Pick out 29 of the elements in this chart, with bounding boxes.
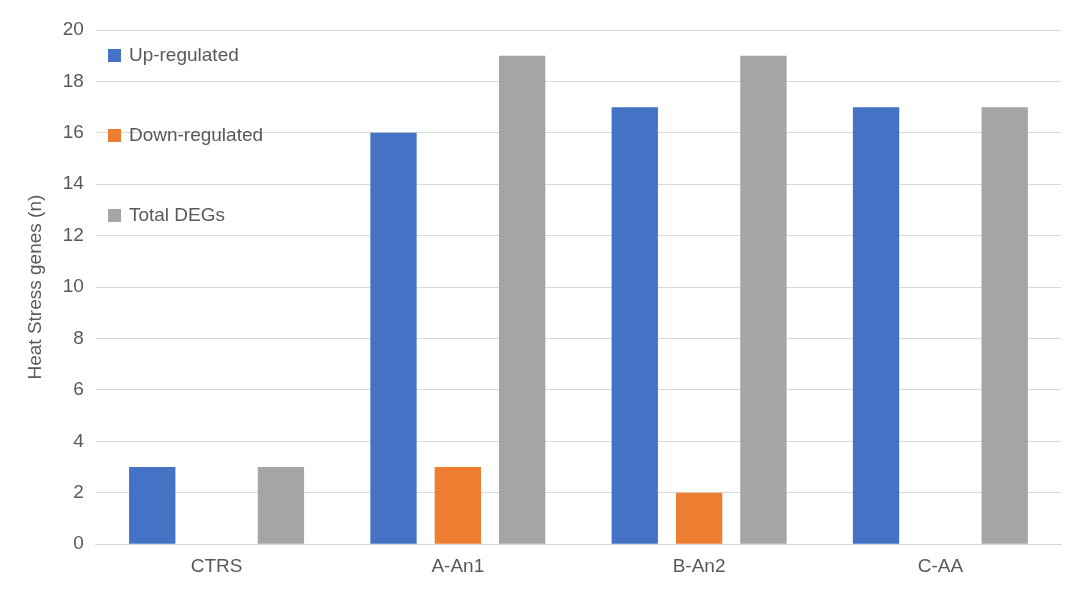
y-tick-label: 10 bbox=[62, 275, 84, 297]
bar bbox=[499, 55, 546, 544]
y-tick-label: 18 bbox=[62, 69, 84, 91]
y-tick-label: 20 bbox=[62, 18, 84, 40]
bar bbox=[370, 132, 417, 544]
bar bbox=[675, 492, 723, 544]
y-tick-label: 0 bbox=[73, 532, 84, 554]
bar bbox=[257, 467, 305, 544]
bar bbox=[129, 467, 176, 544]
x-tick-label: B-An2 bbox=[672, 554, 726, 576]
bar bbox=[740, 55, 787, 544]
bar bbox=[852, 107, 900, 544]
y-tick-label: 4 bbox=[73, 429, 85, 451]
x-tick-label: A-An1 bbox=[431, 554, 485, 576]
bar bbox=[981, 107, 1028, 544]
legend-label: Up-regulated bbox=[128, 44, 239, 66]
y-axis-title: Heat Stress genes (n) bbox=[23, 194, 45, 380]
legend-label: Total DEGs bbox=[128, 204, 226, 226]
bar bbox=[611, 107, 658, 544]
y-tick-label: 12 bbox=[62, 223, 84, 245]
bar bbox=[434, 467, 481, 544]
x-tick-label: CTRS bbox=[190, 554, 243, 576]
y-tick-label: 14 bbox=[62, 172, 85, 194]
y-tick-label: 2 bbox=[73, 481, 84, 503]
y-tick-label: 16 bbox=[62, 121, 84, 143]
y-tick-label: 8 bbox=[73, 326, 84, 348]
legend-label: Down-regulated bbox=[128, 124, 264, 146]
x-tick-label: C-AA bbox=[917, 554, 964, 576]
y-tick-label: 6 bbox=[73, 378, 84, 400]
